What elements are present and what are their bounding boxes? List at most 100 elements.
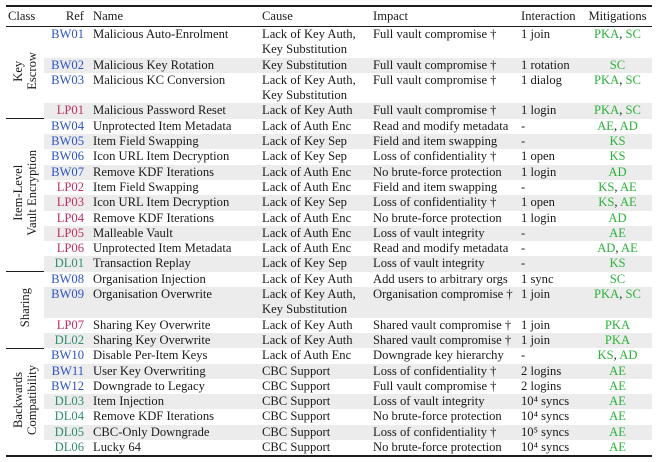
mitigation-code: AE (609, 440, 626, 455)
interaction-cell: - (521, 179, 526, 194)
ref-cell: LP07 (44, 318, 88, 333)
mitigation-code: SC (609, 57, 626, 72)
threat-ref: BW12 (51, 378, 84, 393)
class-group-label: Item-Level Vault Encryption (11, 150, 39, 236)
interaction-cell: 1 join (521, 27, 551, 41)
mitigation-code: AE (621, 241, 638, 256)
table-row: BW11 User Key Overwriting CBC Support Loss … (6, 363, 652, 379)
threat-ref: BW11 (51, 363, 84, 378)
mitigation-code: KS (598, 179, 615, 194)
class-group-cell: Key Escrow (6, 26, 44, 119)
threat-name-cell: Unprotected Item Metadata (93, 118, 232, 133)
threat-name-cell: Icon URL Item Decryption (88, 195, 257, 211)
mitigations-cell: PKA, SC (594, 72, 641, 87)
impact-cell: Loss of confidentiality † (368, 195, 516, 211)
mitigations-cell: SC (583, 272, 652, 287)
mitigation-code: KS (609, 149, 626, 164)
table-row: BW06 Icon URL Item Decryption Lack of Key … (6, 149, 652, 164)
cause-cell: Lack of Key Auth (262, 271, 353, 286)
column-header-class: Class (6, 6, 44, 27)
mitigation-code: SC (625, 287, 641, 302)
table-row: BW02 Malicious Key Rotation Key Substituti… (6, 57, 652, 73)
impact-cell: Loss of vault integrity (368, 225, 516, 242)
cause-cell: CBC Support (262, 440, 331, 455)
impact-cell: Full vault compromise † (368, 57, 516, 73)
threat-ref: DL02 (54, 332, 84, 347)
table-row: Item-Level Vault Encryption BW04 Unprotect… (6, 118, 652, 272)
interaction-cell: 1 login (516, 103, 583, 119)
mitigation-code: SC (609, 271, 626, 286)
interaction-cell: 2 logins (516, 363, 583, 379)
mitigation-code: PKA (594, 103, 620, 118)
mitigation-code: SC (625, 72, 641, 87)
mitigation-code: AD (608, 210, 627, 225)
interaction-cell: - (521, 241, 526, 256)
threat-ref: DL03 (54, 394, 84, 409)
threat-name-cell: Malicious Key Rotation (88, 57, 257, 73)
threat-name-cell: Remove KDF Iterations (88, 164, 257, 180)
mitigations-cell: AE (583, 379, 652, 394)
mitigations-cell: SC (583, 57, 652, 73)
ref-cell: BW10 (44, 348, 88, 363)
table-row: DL04 Remove KDF Iterations CBC Support No b… (6, 409, 652, 424)
ref-cell: DL03 (44, 394, 88, 410)
threat-name-cell: Organisation Injection (93, 271, 206, 286)
class-group-cell: Item-Level Vault Encryption (6, 118, 44, 272)
threat-ref: DL05 (54, 424, 84, 439)
impact-cell: Shared vault compromise † (368, 332, 516, 349)
cause-cell: Lack of Auth Enc (257, 225, 368, 242)
impact-cell: No brute-force protection (373, 440, 502, 455)
threat-table-container: Class Ref Name Cause Impact Interaction … (6, 5, 660, 458)
table-row: LP01 Malicious Password Reset Lack of Key … (6, 103, 652, 119)
mitigations-cell: AE (583, 363, 652, 379)
mitigation-code: KS (609, 256, 626, 271)
mitigations-cell: KS (583, 256, 652, 272)
mitigation-code: AE (619, 195, 637, 210)
threat-name-cell: Item Field Swapping (88, 134, 257, 150)
table-row: DL05 CBC-Only Downgrade CBC Support Loss of… (6, 424, 652, 441)
interaction-cell: - (521, 118, 526, 133)
interaction-cell: 10⁴ syncs (521, 409, 570, 424)
threat-ref: LP01 (56, 103, 84, 118)
cause-cell: Lack of Key Auth (257, 103, 368, 119)
mitigations-cell: AE (583, 225, 652, 242)
class-group-label: Backwards Compatibility (11, 364, 39, 435)
interaction-cell: - (516, 256, 583, 272)
mitigations-cell: PKA (583, 318, 652, 333)
class-group-label: Sharing (18, 288, 32, 328)
threat-name-cell: Transaction Replay (88, 256, 257, 272)
cause-cell: CBC Support (257, 424, 368, 441)
interaction-cell: 1 open (516, 195, 583, 211)
table-row: BW03 Malicious KC Conversion Lack of Key A… (6, 73, 652, 104)
ref-cell: BW07 (44, 164, 88, 180)
threat-name-cell: Icon URL Item Decryption (93, 149, 230, 164)
impact-cell: Full vault compromise † (368, 103, 516, 119)
threat-name-cell: Malicious KC Conversion (93, 72, 226, 87)
mitigations-cell: KS (583, 134, 652, 150)
impact-cell: Read and modify metadata (373, 118, 509, 133)
mitigations-cell: KS, AE (598, 179, 637, 194)
interaction-cell: - (516, 225, 583, 242)
interaction-cell: 1 join (516, 332, 583, 349)
table-row: BW05 Item Field Swapping Lack of Key Sep Fi… (6, 134, 652, 150)
ref-cell: DL05 (44, 424, 88, 441)
impact-cell: No brute-force protection (368, 164, 516, 180)
table-row: LP02 Item Field Swapping Lack of Auth Enc F… (6, 180, 652, 195)
impact-cell: Loss of confidentiality † (373, 149, 497, 164)
threat-ref: DL06 (54, 440, 84, 455)
threat-name-cell: Malleable Vault (88, 225, 257, 242)
cause-cell: Lack of Key Auth (257, 332, 368, 349)
cause-cell: Lack of Key Sep (262, 149, 347, 164)
mitigation-code: PKA (604, 317, 631, 332)
ref-cell: BW05 (44, 134, 88, 150)
threat-table: Class Ref Name Cause Impact Interaction … (6, 5, 652, 458)
interaction-cell: 1 sync (521, 271, 554, 286)
impact-cell: Full vault compromise † (373, 27, 497, 41)
mitigation-code: AD (619, 348, 638, 363)
interaction-cell: 1 login (521, 210, 557, 225)
column-header-interaction: Interaction (516, 6, 583, 27)
threat-ref: BW08 (51, 271, 84, 286)
threat-ref: BW02 (51, 57, 84, 72)
cause-cell: CBC Support (262, 378, 331, 393)
cause-cell: Lack of Auth Enc (257, 164, 368, 180)
